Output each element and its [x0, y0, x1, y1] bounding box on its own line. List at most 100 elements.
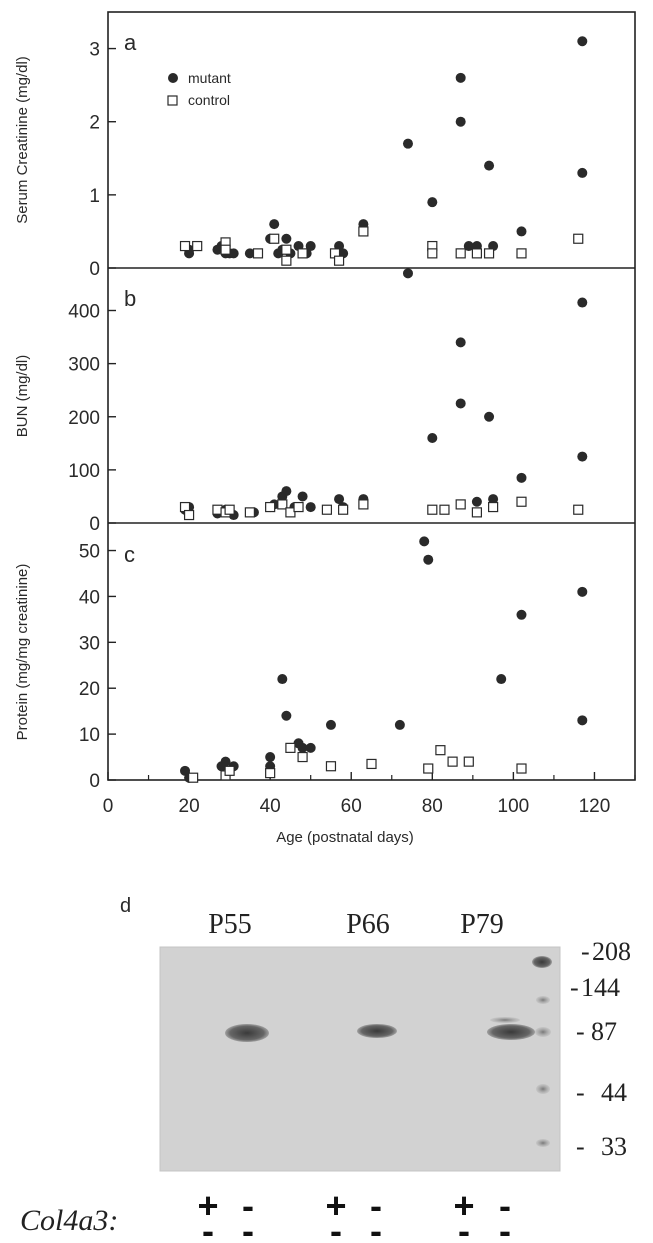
- panel-b-mutant-point: [577, 297, 588, 308]
- mw-marker-33: 33: [601, 1132, 627, 1161]
- panel-b-control-point: [265, 501, 276, 513]
- mw-marker-87: 87: [591, 1017, 617, 1046]
- panel-c-ytick-label: 50: [79, 542, 100, 563]
- panel-c-control-point: [285, 742, 296, 753]
- panel-b-mutant-point: [334, 494, 345, 505]
- panel-c-ylabel: Protein (mg/mg creatinine): [14, 564, 31, 741]
- ladder-band-44: [536, 1084, 550, 1094]
- panel-a-ytick-label: 2: [89, 113, 100, 134]
- panel-a-ytick-label: 0: [89, 259, 100, 280]
- panel-c-mutant-point: [305, 742, 316, 753]
- ladder-band-87: [535, 1027, 551, 1037]
- data-points: [179, 36, 588, 783]
- genotype-p66-minus-second: -: [370, 1210, 382, 1243]
- panel-b-ylabel: BUN (mg/dl): [14, 355, 31, 438]
- panel-a-control-point: [220, 244, 231, 255]
- genotype-label: Col4a3:: [20, 1204, 118, 1237]
- panel-a-mutant-point: [244, 248, 255, 259]
- panel-a-control-point: [471, 248, 482, 259]
- panel-b-control-point: [573, 504, 584, 515]
- panel-a-mutant-point: [463, 241, 474, 252]
- genotype-p55-minus: -: [242, 1185, 254, 1226]
- panel-c-mutant-point: [577, 715, 588, 726]
- band-p66-minus: [357, 1024, 397, 1038]
- panel-b-control-point: [224, 504, 235, 515]
- mw-dash-208: -: [581, 937, 590, 966]
- panel-b-mutant-point: [297, 491, 308, 502]
- panel-b-control-point: [439, 504, 450, 515]
- mw-marker-44: 44: [601, 1078, 627, 1107]
- panel-b-ytick-label: 200: [68, 408, 100, 429]
- panel-b-control-point: [244, 507, 255, 518]
- panel-a-control-point: [455, 248, 466, 259]
- panel-a-control-point: [297, 248, 308, 259]
- panel-c-mutant-point: [297, 742, 308, 753]
- panel-a-control-point: [281, 255, 292, 266]
- genotype-p55-plus: +: [197, 1185, 218, 1226]
- panel-b-control-point: [455, 499, 466, 510]
- xtick-label: 40: [260, 796, 281, 817]
- panel-c-control-point: [325, 761, 337, 772]
- panel-d-label: d: [120, 895, 131, 917]
- panel-a-mutant-point: [577, 36, 588, 47]
- mw-marker-144: 144: [581, 973, 620, 1002]
- panel-a-mutant-point: [427, 197, 438, 208]
- panel-c-control-point: [188, 772, 199, 783]
- panel-c-control-point: [447, 756, 458, 767]
- panel-a-control-point: [333, 255, 345, 266]
- panel-b-mutant-point: [516, 472, 527, 483]
- panel-b-mutant-point: [427, 433, 438, 443]
- panel-b-ytick-label: 100: [68, 461, 100, 482]
- panel-c-control-point: [463, 756, 474, 767]
- panel-a-ylabel: Serum Creatinine (mg/dl): [14, 56, 31, 224]
- panel-c-mutant-point: [277, 674, 288, 685]
- panel-c-ytick-label: 20: [79, 679, 100, 700]
- gel-panel: d P55 P66 P79 - 208 - 144 - 87 - 44: [20, 895, 631, 1243]
- panel-a-control-point: [427, 248, 438, 259]
- panel-b-ytick-label: 400: [68, 302, 100, 323]
- mw-dash-144: -: [570, 973, 579, 1002]
- panel-b-mutant-point: [484, 411, 495, 422]
- mw-marker-208: 208: [592, 937, 631, 966]
- panel-c-mutant-point: [516, 609, 527, 620]
- panel-b-control-point: [488, 501, 499, 513]
- panel-a-ytick-label: 3: [89, 40, 100, 61]
- panel-a-mutant-point: [305, 241, 316, 252]
- panel-c-ytick-label: 0: [89, 771, 100, 792]
- panel-c-mutant-point: [265, 752, 276, 763]
- panel-a-control-point: [179, 240, 191, 252]
- panel-c-control-point: [297, 751, 308, 763]
- legend-control-marker: [167, 95, 178, 106]
- ladder-band-33: [536, 1139, 550, 1147]
- panel-c-label: c: [124, 542, 135, 567]
- panel-a-control-point: [252, 248, 264, 259]
- panel-a-mutant-point: [455, 116, 466, 127]
- panel-a-control-point: [483, 248, 495, 259]
- ladder-band-208: [532, 956, 552, 968]
- panel-b-mutant-point: [455, 337, 466, 348]
- panel-b-control-point: [427, 504, 438, 515]
- panel-c-control-point: [435, 745, 446, 756]
- genotype-p79-minus: -: [499, 1185, 511, 1226]
- xtick-label: 0: [103, 796, 114, 817]
- panel-c-control-point: [366, 758, 377, 770]
- panel-a-mutant-point: [269, 219, 280, 230]
- gel-border: [159, 946, 561, 1172]
- panel-c-mutant-point: [394, 719, 405, 730]
- legend-mutant-label: mutant: [188, 70, 231, 86]
- panel-b-control-point: [471, 507, 482, 518]
- scatter-panels: a b c mutant control Serum Creatinine (m…: [14, 11, 636, 846]
- genotype-p66-plus-second: -: [330, 1210, 342, 1243]
- panel-b-mutant-point: [488, 494, 499, 505]
- genotype-p79-minus-second: -: [499, 1210, 511, 1243]
- genotype-symbols: + - + - + - - - - - - -: [197, 1185, 511, 1243]
- panel-b-mutant-point: [281, 486, 292, 497]
- panel-a-mutant-point: [455, 72, 466, 83]
- panel-c-control-point: [423, 763, 434, 774]
- panel-c-control-point: [516, 763, 527, 774]
- panel-b-mutant-point: [577, 451, 588, 462]
- xtick-label: 120: [579, 796, 611, 817]
- panel-c-mutant-point: [496, 674, 507, 685]
- gel-background: [160, 947, 560, 1171]
- plot-frame: [107, 11, 636, 781]
